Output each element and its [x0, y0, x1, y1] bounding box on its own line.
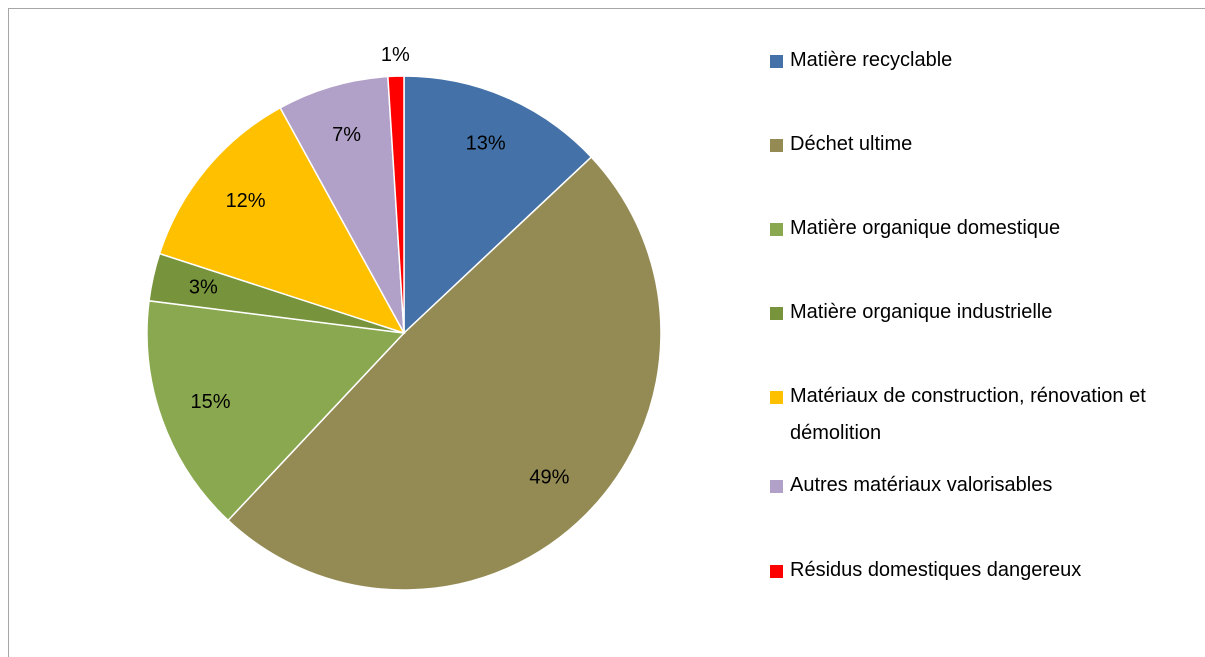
legend-item: Résidus domestiques dangereux — [770, 552, 1170, 589]
legend-label: Résidus domestiques dangereux — [790, 559, 1082, 581]
pie-slice — [279, 75, 405, 334]
data-label: 13% — [466, 133, 506, 155]
legend-item: Matière organique domestique — [770, 210, 1170, 247]
pie-slice — [227, 156, 662, 591]
data-label: 15% — [191, 391, 231, 413]
legend-swatch — [770, 307, 783, 320]
legend-swatch — [770, 139, 783, 152]
legend-label: Autres matériaux valorisables — [790, 474, 1053, 496]
legend-label: Déchet ultime — [790, 133, 913, 155]
data-label: 1% — [381, 44, 410, 66]
legend-item: Déchet ultime — [770, 126, 1170, 163]
legend-label: Matière organique domestique — [790, 217, 1061, 239]
legend-label: Matière recyclable — [790, 49, 953, 71]
chart-frame — [8, 8, 1205, 657]
legend-item: Autres matériaux valorisables — [770, 467, 1170, 504]
legend-label: Matière organique industrielle — [790, 301, 1053, 323]
data-label: 7% — [332, 124, 361, 146]
pie-slice — [403, 75, 593, 335]
legend-item: Matériaux de construction, rénovation et… — [770, 378, 1170, 452]
data-label: 12% — [226, 190, 266, 212]
pie-slice — [158, 106, 406, 335]
legend-swatch — [770, 480, 783, 493]
pie-slice — [387, 75, 405, 334]
legend-item: Matière recyclable — [770, 42, 1170, 79]
legend-swatch — [770, 55, 783, 68]
legend-label: Matériaux de construction, rénovation et… — [790, 385, 1146, 444]
legend-swatch — [770, 391, 783, 404]
pie-slice — [146, 299, 406, 522]
legend-swatch — [770, 565, 783, 578]
legend-swatch — [770, 223, 783, 236]
data-label: 3% — [189, 276, 218, 298]
data-label: 49% — [529, 467, 569, 489]
legend-item: Matière organique industrielle — [770, 294, 1170, 331]
